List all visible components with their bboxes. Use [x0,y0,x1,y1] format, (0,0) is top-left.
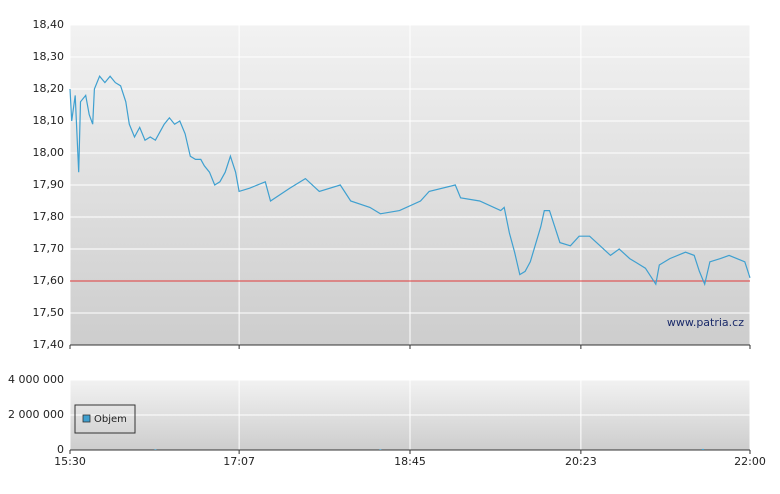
y-tick-label: 18,30 [33,50,65,63]
y-tick-label: 18,20 [33,82,65,95]
volume-bar [154,449,157,450]
legend-box [74,404,136,434]
watermark: www.patria.cz [667,316,744,329]
y-tick-label: 17,50 [33,306,65,319]
legend-swatch [82,414,91,423]
y-tick-label: 4 000 000 [8,373,64,386]
x-tick-label: 22:00 [734,455,766,468]
x-tick-label: 17:07 [223,455,255,468]
y-tick-label: 0 [57,443,64,456]
y-tick-label: 17,60 [33,274,65,287]
price-line [69,75,751,287]
y-tick-label: 17,90 [33,178,65,191]
y-tick-label: 18,40 [33,18,65,31]
y-tick-label: 2 000 000 [8,408,64,421]
y-tick-label: 17,70 [33,242,65,255]
legend-label: Objem [94,414,127,425]
x-tick-label: 20:23 [565,455,597,468]
y-tick-label: 17,80 [33,210,65,223]
x-tick-label: 15:30 [54,455,86,468]
y-tick-label: 18,10 [33,114,65,127]
x-tick-label: 18:45 [394,455,426,468]
y-tick-label: 17,40 [33,338,65,351]
volume-bar [379,449,382,450]
y-tick-label: 18,00 [33,146,65,159]
volume-bar [701,448,704,450]
